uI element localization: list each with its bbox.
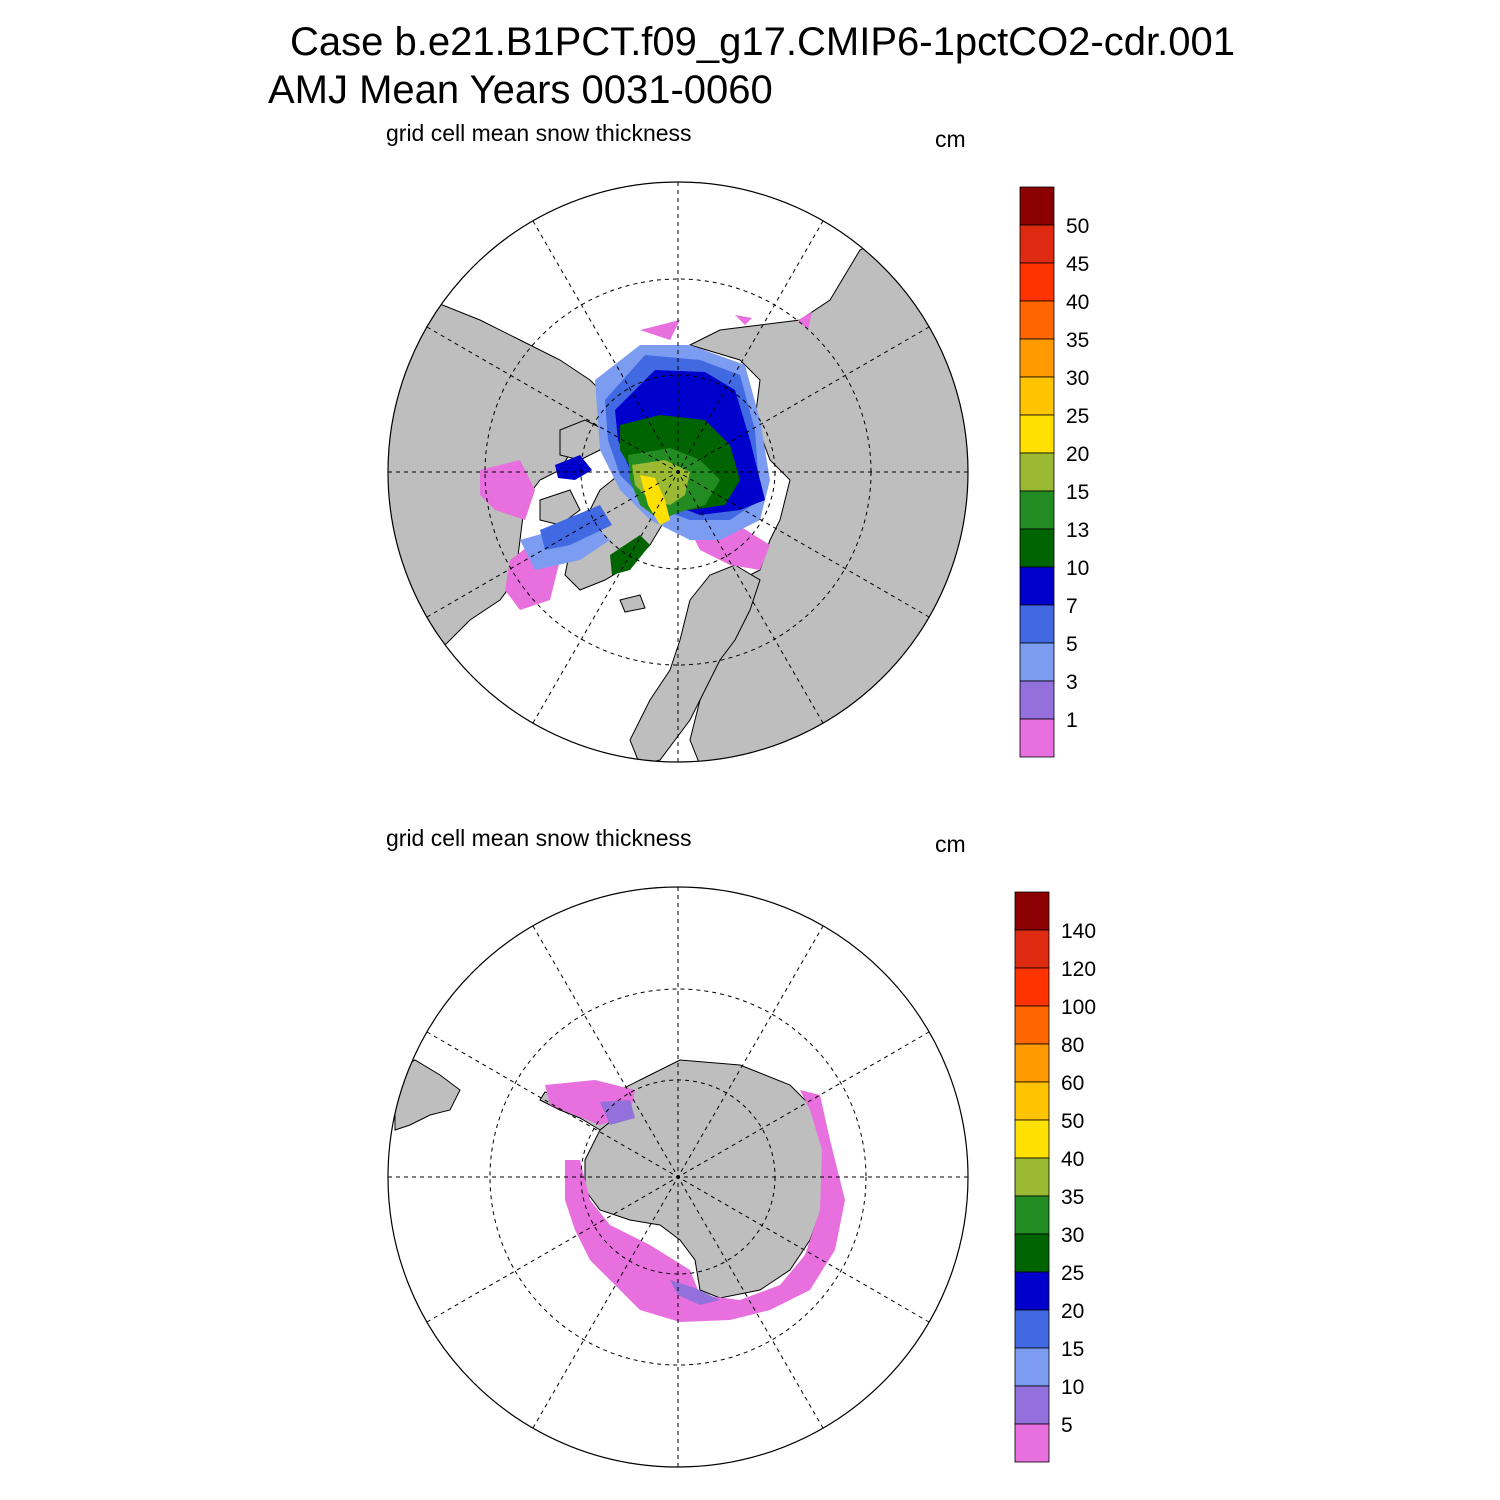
south-colorbar-box [1014,891,1050,931]
south-colorbar-tick-label: 20 [1061,1300,1084,1323]
figure-title-case: Case b.e21.B1PCT.f09_g17.CMIP6-1pctCO2-c… [290,20,1235,64]
north-variable-label: grid cell mean snow thickness [386,120,692,146]
north-colorbar-tick-label: 45 [1066,253,1089,276]
north-colorbar-tick-label: 10 [1066,557,1089,580]
south-units-label: cm [935,831,966,857]
south-colorbar-box [1014,1119,1050,1159]
north-map-border [387,181,969,763]
north-colorbar-box [1019,186,1055,226]
south-variable-label: grid cell mean snow thickness [386,825,692,851]
north-colorbar-tick-label: 50 [1066,215,1089,238]
north-colorbar-box [1019,452,1055,492]
south-land-south-america [394,1059,461,1131]
south-colorbar-tick-label: 140 [1061,920,1096,943]
south-colorbar-box [1014,1081,1050,1121]
south-colorbar-box [1014,1233,1050,1273]
north-colorbar-tick-label: 30 [1066,367,1089,390]
south-colorbar-tick-label: 5 [1061,1414,1073,1437]
north-colorbar-tick-label: 3 [1066,671,1078,694]
south-colorbar-box [1014,1005,1050,1045]
south-colorbar-box [1014,1347,1050,1387]
north-colorbar-box [1019,414,1055,454]
north-colorbar-tick-label: 25 [1066,405,1089,428]
south-colorbar-box [1014,1309,1050,1349]
north-colorbar-box [1019,262,1055,302]
figure-title-period: AMJ Mean Years 0031-0060 [268,68,773,112]
south-colorbar: 5 10 15 20 25 30 35 40 50 60 80 100 120 140 [1014,891,1096,1463]
north-colorbar-box [1019,376,1055,416]
south-colorbar-box [1014,1385,1050,1425]
north-colorbar-tick-label: 13 [1066,519,1089,542]
north-colorbar-box [1019,490,1055,530]
north-colorbar-tick-label: 35 [1066,329,1089,352]
south-colorbar-tick-label: 80 [1061,1034,1084,1057]
south-colorbar-tick-label: 40 [1061,1148,1084,1171]
south-colorbar-tick-label: 120 [1061,958,1096,981]
north-colorbar-box [1019,338,1055,378]
north-colorbar-box [1019,718,1055,758]
south-colorbar-box [1014,1157,1050,1197]
south-colorbar-tick-label: 50 [1061,1110,1084,1133]
north-colorbar-box [1019,604,1055,644]
north-colorbar-box [1019,300,1055,340]
south-graticule [388,887,968,1467]
north-units-label: cm [935,126,966,152]
south-snow-field [545,1080,845,1322]
north-graticule [388,182,968,762]
south-colorbar-box [1014,1195,1050,1235]
south-map-border [387,886,969,1468]
south-colorbar-tick-label: 25 [1061,1262,1084,1285]
south-colorbar-tick-label: 30 [1061,1224,1084,1247]
south-colorbar-box [1014,1423,1050,1463]
south-colorbar-box [1014,1271,1050,1311]
north-land-europe [629,564,761,762]
north-colorbar-tick-label: 15 [1066,481,1089,504]
south-colorbar-tick-label: 100 [1061,996,1096,1019]
north-colorbar-box [1019,680,1055,720]
south-polar-map [387,886,969,1468]
south-colorbar-box [1014,929,1050,969]
north-polar-map [387,181,969,763]
south-colorbar-tick-label: 15 [1061,1338,1084,1361]
south-colorbar-box [1014,1043,1050,1083]
south-colorbar-box [1014,967,1050,1007]
north-colorbar-box [1019,642,1055,682]
north-colorbar-tick-label: 20 [1066,443,1089,466]
north-colorbar-box [1019,566,1055,606]
north-colorbar-tick-label: 5 [1066,633,1078,656]
north-colorbar-tick-label: 7 [1066,595,1078,618]
south-colorbar-tick-label: 35 [1061,1186,1084,1209]
north-colorbar-box [1019,224,1055,264]
south-colorbar-tick-label: 10 [1061,1376,1084,1399]
north-colorbar-tick-label: 40 [1066,291,1089,314]
north-colorbar-tick-label: 1 [1066,709,1078,732]
south-colorbar-tick-label: 60 [1061,1072,1084,1095]
north-colorbar-box [1019,528,1055,568]
